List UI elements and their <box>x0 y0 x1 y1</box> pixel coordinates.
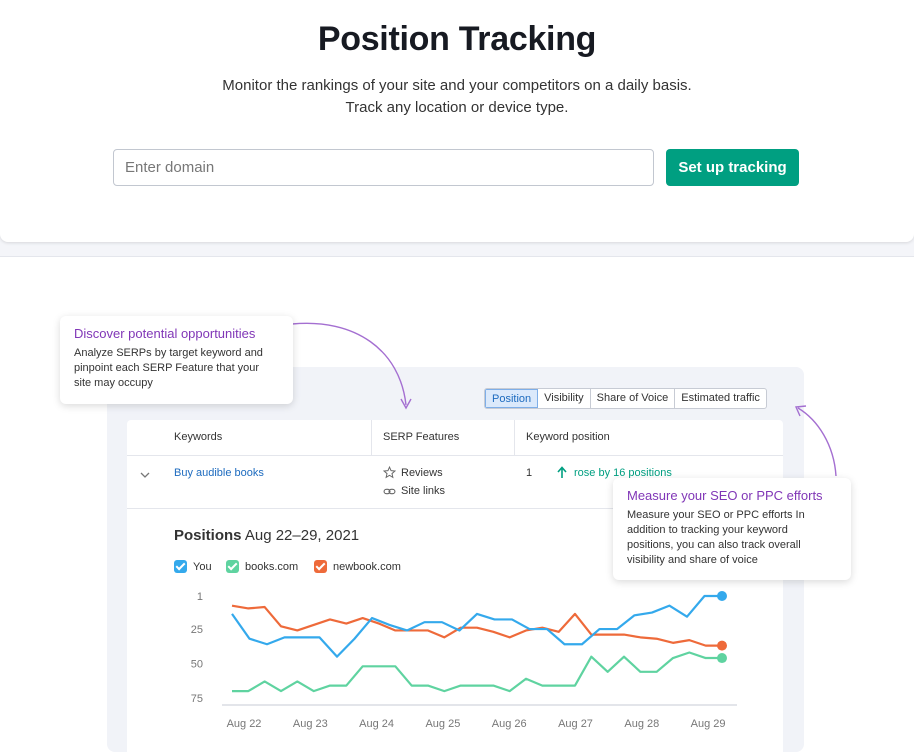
x-tick-label: Aug 29 <box>691 718 726 730</box>
positions-date-range: Aug 22–29, 2021 <box>244 527 360 544</box>
legend-item-you[interactable]: You <box>174 560 212 573</box>
x-tick-label: Aug 25 <box>425 718 460 730</box>
column-header-serp-features: SERP Features <box>383 431 460 443</box>
legend-label-books: books.com <box>245 560 299 573</box>
legend-label-you: You <box>193 560 212 573</box>
tab-share-of-voice[interactable]: Share of Voice <box>591 389 676 408</box>
tooltip-text: Measure your SEO or PPC efforts In addit… <box>627 509 805 566</box>
page-subtitle: Monitor the rankings of your site and yo… <box>0 75 914 119</box>
star-icon <box>383 466 396 479</box>
y-tick-label: 50 <box>191 659 203 671</box>
column-divider <box>371 420 372 456</box>
keyword-card: Keywords SERP Features Keyword position … <box>127 420 783 752</box>
checkbox-icon[interactable] <box>174 560 187 573</box>
x-tick-label: Aug 28 <box>624 718 659 730</box>
series-endpoint-books-com <box>717 653 727 664</box>
header-divider <box>127 455 783 456</box>
tooltip-measure: Measure your SEO or PPC efforts Measure … <box>613 478 851 580</box>
tab-position[interactable]: Position <box>485 389 539 408</box>
x-tick-label: Aug 23 <box>293 718 328 730</box>
tooltip-title: Measure your SEO or PPC efforts <box>627 488 823 503</box>
checkbox-icon[interactable] <box>314 560 327 573</box>
y-tick-label: 75 <box>191 693 203 705</box>
tooltip-title: Discover potential opportunities <box>74 326 256 341</box>
keyword-link[interactable]: Buy audible books <box>174 467 264 479</box>
positions-chart: 1 25 50 75 Aug 22 Aug 23 Aug 24 Aug 25 Aug 26 Aug… <box>191 591 737 730</box>
positions-title: Positions Aug 22–29, 2021 <box>174 527 359 544</box>
tooltip-opportunities: Discover potential opportunities Analyze… <box>60 316 293 404</box>
x-tick-label: Aug 22 <box>227 718 262 730</box>
subtitle-line-1: Monitor the rankings of your site and yo… <box>222 77 692 94</box>
page-title: Position Tracking <box>317 20 597 58</box>
series-line-you <box>231 594 722 658</box>
domain-input[interactable] <box>113 149 654 186</box>
series-line-newbook-com <box>231 604 722 647</box>
set-up-tracking-button[interactable]: Set up tracking <box>666 149 799 186</box>
x-tick-label: Aug 27 <box>558 718 593 730</box>
chevron-down-icon[interactable] <box>140 471 150 479</box>
row-divider <box>127 508 783 509</box>
checkbox-icon[interactable] <box>226 560 239 573</box>
column-divider <box>514 420 515 456</box>
series-endpoint-you <box>717 591 727 601</box>
serp-feature-reviews: Reviews <box>401 467 443 479</box>
arrow-up-icon <box>557 466 567 478</box>
serp-feature-site-links: Site links <box>401 485 446 497</box>
column-header-keywords: Keywords <box>174 431 223 443</box>
keyword-position-value: 1 <box>526 467 533 479</box>
series-endpoint-newbook-com <box>717 640 727 651</box>
legend-label-newbook: newbook.com <box>333 560 401 573</box>
column-header-keyword-position: Keyword position <box>526 431 610 443</box>
legend-item-books[interactable]: books.com <box>226 560 298 573</box>
subtitle-line-2: Track any location or device type. <box>345 99 569 116</box>
tooltip-text: Analyze SERPs by target keyword and pinp… <box>74 347 263 389</box>
x-tick-label: Aug 26 <box>492 718 527 730</box>
link-icon <box>383 488 396 495</box>
positions-label: Positions <box>174 527 242 544</box>
x-tick-label: Aug 24 <box>359 718 394 730</box>
y-tick-label: 25 <box>191 624 203 636</box>
legend-item-newbook[interactable]: newbook.com <box>314 560 401 573</box>
tab-estimated-traffic[interactable]: Estimated traffic <box>681 392 760 404</box>
hero-section: Position Tracking Monitor the rankings o… <box>0 0 914 242</box>
position-change: rose by 16 positions <box>574 467 672 479</box>
y-tick-label: 1 <box>197 591 203 603</box>
tab-visibility[interactable]: Visibility <box>538 389 591 408</box>
metric-tabs: Position Visibility Share of Voice Estim… <box>484 388 767 409</box>
series-line-books-com <box>232 651 722 693</box>
